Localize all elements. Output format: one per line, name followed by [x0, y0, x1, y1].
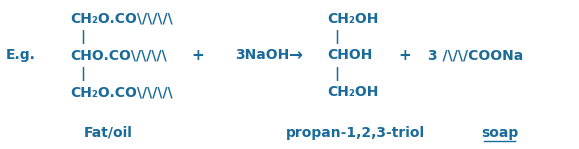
Text: |: |: [80, 30, 86, 44]
Text: |: |: [334, 67, 339, 81]
Text: |: |: [80, 67, 86, 81]
Text: CH₂OH: CH₂OH: [327, 85, 378, 99]
Text: E.g.: E.g.: [6, 48, 36, 62]
Text: +: +: [398, 48, 411, 63]
Text: CH₂O.CO\/\/\/\: CH₂O.CO\/\/\/\: [71, 12, 173, 26]
Text: CH₂OH: CH₂OH: [327, 12, 378, 26]
Text: →: →: [288, 46, 302, 65]
Text: 3NaOH: 3NaOH: [234, 48, 289, 62]
Text: +: +: [191, 48, 204, 63]
Text: |: |: [334, 30, 339, 44]
Text: CHOH: CHOH: [327, 48, 372, 62]
Text: soap: soap: [481, 126, 518, 140]
Text: CH₂O.CO\/\/\/\: CH₂O.CO\/\/\/\: [71, 85, 173, 99]
Text: 3 /\/\/COONa: 3 /\/\/COONa: [428, 48, 523, 62]
Text: CHO.CO\/\/\/\: CHO.CO\/\/\/\: [71, 48, 167, 62]
Text: propan-1,2,3-triol: propan-1,2,3-triol: [286, 126, 426, 140]
Text: Fat/oil: Fat/oil: [83, 126, 133, 140]
